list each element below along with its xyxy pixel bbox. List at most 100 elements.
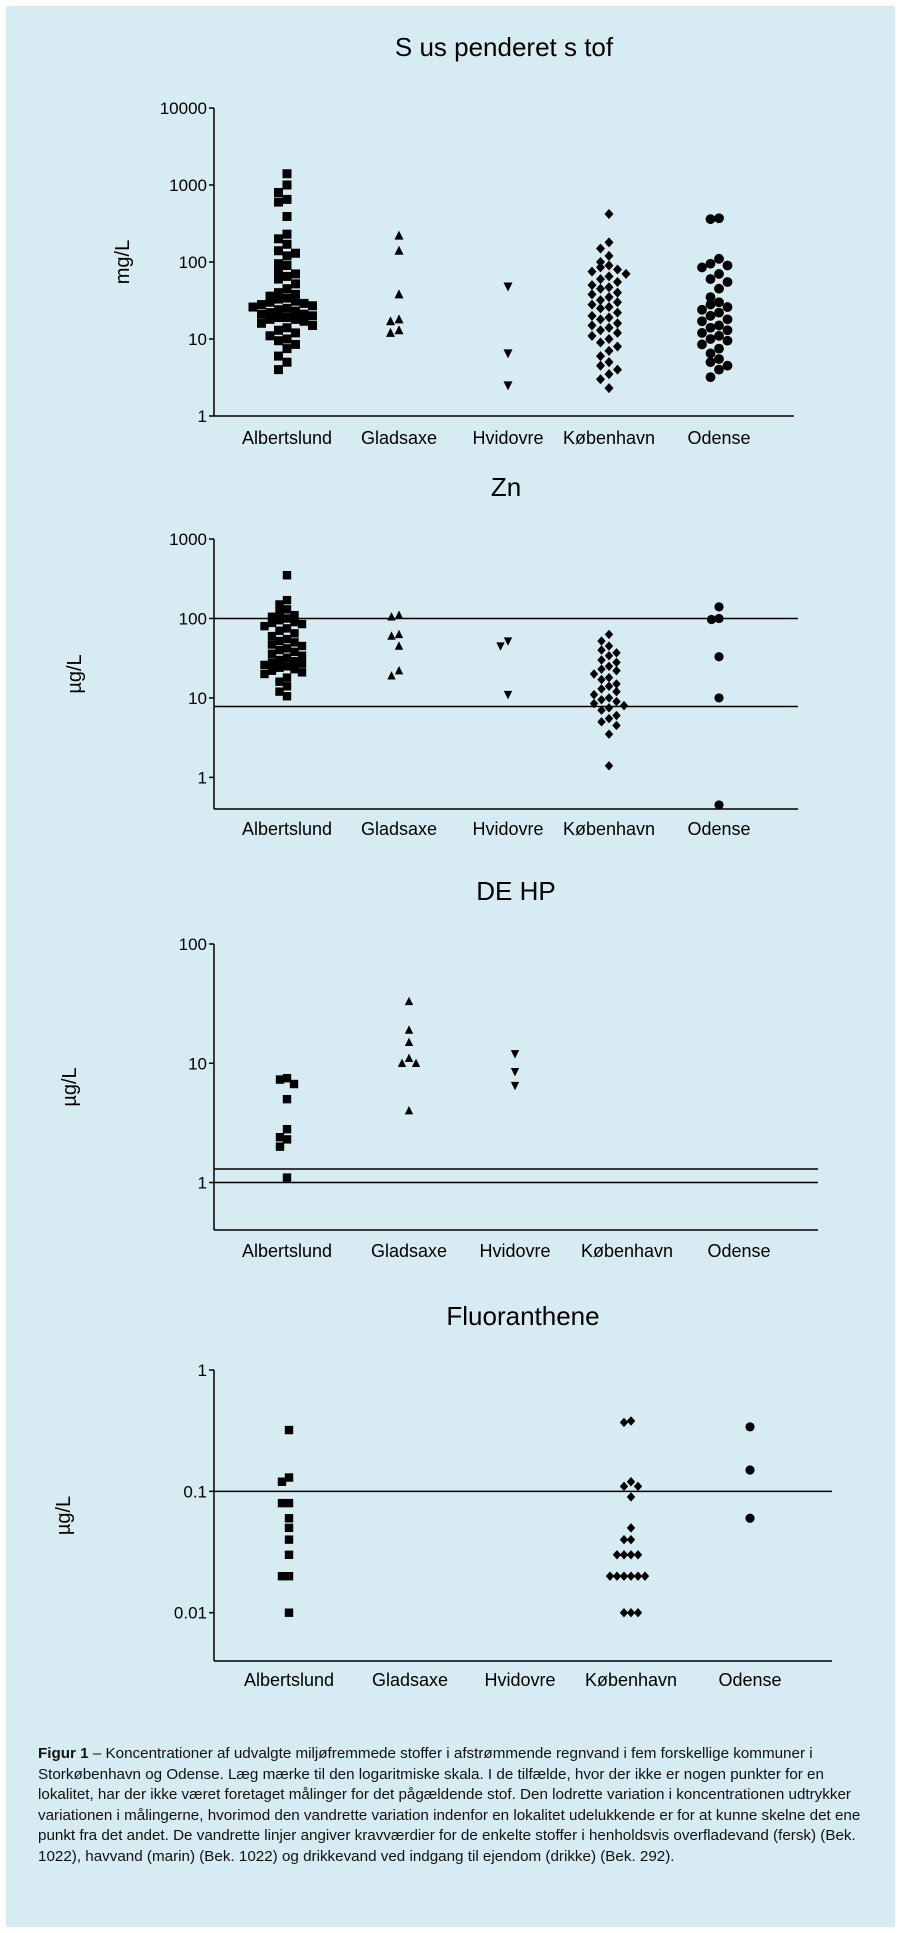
data-point-square <box>282 605 292 614</box>
data-point-square <box>297 659 307 668</box>
y-tick-label: 0.1 <box>183 1482 207 1501</box>
data-point-diamond <box>604 250 614 261</box>
caption-text: – Koncentrationer af udvalgte miljøfremm… <box>38 1745 861 1865</box>
data-point-square <box>282 571 292 580</box>
data-point-diamond <box>613 307 622 318</box>
data-point-circle <box>697 339 707 350</box>
category-label: Hvidovre <box>479 1241 550 1261</box>
data-point-square <box>297 641 307 651</box>
data-point-diamond <box>587 299 597 310</box>
data-point-diamond <box>612 696 621 707</box>
data-point-square <box>275 616 284 625</box>
data-point-square <box>274 294 283 304</box>
data-point-diamond <box>597 655 606 665</box>
data-point-square <box>257 318 266 328</box>
y-tick-label: 10000 <box>160 99 207 118</box>
data-point-diamond <box>604 260 614 271</box>
data-point-circle <box>697 316 707 327</box>
data-point-square <box>274 259 283 269</box>
data-point-diamond <box>597 645 606 655</box>
data-point-triangle-up <box>394 610 404 619</box>
data-point-circle <box>697 328 707 338</box>
data-point-square <box>282 229 292 239</box>
data-point-circle <box>745 1465 755 1475</box>
data-point-square <box>275 607 284 617</box>
data-point-square <box>282 261 292 271</box>
data-point-circle <box>714 613 724 624</box>
y-tick-label: 1 <box>198 768 207 787</box>
category-label: København <box>563 428 655 448</box>
category-label: Albertslund <box>242 819 332 839</box>
data-point-diamond <box>612 1550 622 1560</box>
data-point-diamond <box>612 686 621 697</box>
data-point-square <box>277 1571 287 1581</box>
data-point-diamond <box>613 364 622 375</box>
data-point-diamond <box>604 302 614 313</box>
category-label: Odense <box>687 819 750 839</box>
data-point-square <box>282 293 292 303</box>
data-point-diamond <box>612 720 621 731</box>
data-point-diamond <box>626 1571 636 1581</box>
y-tick-label: 10 <box>188 1054 207 1073</box>
y-tick-label: 1 <box>198 1174 207 1193</box>
data-point-circle <box>714 602 724 612</box>
data-point-triangle-up <box>397 1058 407 1067</box>
data-point-diamond <box>613 327 622 338</box>
data-point-diamond <box>619 1571 629 1581</box>
data-point-circle <box>705 357 716 368</box>
data-point-circle <box>705 334 716 344</box>
y-axis-label: µg/L <box>64 654 86 693</box>
data-point-square <box>282 1125 292 1134</box>
data-point-square <box>265 314 275 324</box>
data-point-triangle-down <box>503 349 513 359</box>
data-point-square <box>299 309 309 319</box>
data-point-square <box>284 1550 294 1560</box>
data-point-square <box>282 169 292 179</box>
data-point-triangle-down <box>503 690 513 700</box>
data-point-diamond <box>612 666 621 676</box>
data-point-diamond <box>626 1492 636 1502</box>
data-point-square <box>265 297 275 307</box>
data-point-triangle-up <box>394 629 404 639</box>
data-point-diamond <box>596 374 605 385</box>
data-point-diamond <box>604 237 614 248</box>
y-tick-label: 100 <box>179 253 207 272</box>
data-point-diamond <box>604 713 614 724</box>
data-point-circle <box>722 325 733 336</box>
data-point-diamond <box>633 1550 643 1560</box>
data-point-diamond <box>613 287 622 298</box>
data-point-square <box>275 677 284 686</box>
data-point-diamond <box>604 292 614 303</box>
data-point-circle <box>714 800 724 810</box>
data-point-square <box>277 1498 287 1508</box>
data-point-circle <box>697 262 707 273</box>
data-point-circle <box>705 274 716 284</box>
data-point-diamond <box>596 283 605 294</box>
data-point-square <box>282 682 292 691</box>
data-point-square <box>299 316 309 326</box>
data-point-square <box>282 284 292 294</box>
data-point-circle <box>714 269 724 279</box>
data-point-circle <box>714 652 724 662</box>
category-label: Hvidovre <box>472 819 543 839</box>
data-point-diamond <box>597 717 606 727</box>
data-point-triangle-up <box>387 612 396 621</box>
y-tick-label: 1 <box>198 1361 207 1380</box>
data-point-square <box>282 323 292 333</box>
data-point-circle <box>745 1513 755 1523</box>
data-point-diamond <box>587 266 597 277</box>
data-point-circle <box>722 302 733 312</box>
data-point-diamond <box>612 1571 622 1581</box>
figure-panel: S us penderet s tof 1 10 100 1000 10000 mg/L Al… <box>6 6 895 1927</box>
data-point-diamond <box>597 636 606 646</box>
chart-title: DE HP <box>476 876 555 906</box>
data-point-circle <box>705 258 716 269</box>
category-label: Gladsaxe <box>361 428 437 448</box>
data-point-circle <box>706 614 717 625</box>
data-point-triangle-up <box>394 666 404 675</box>
data-point-circle <box>705 310 716 321</box>
data-point-circle <box>705 214 716 225</box>
y-tick-label: 10 <box>188 689 207 708</box>
y-axis-label: mg/L <box>112 240 134 284</box>
data-point-triangle-up <box>394 245 404 255</box>
